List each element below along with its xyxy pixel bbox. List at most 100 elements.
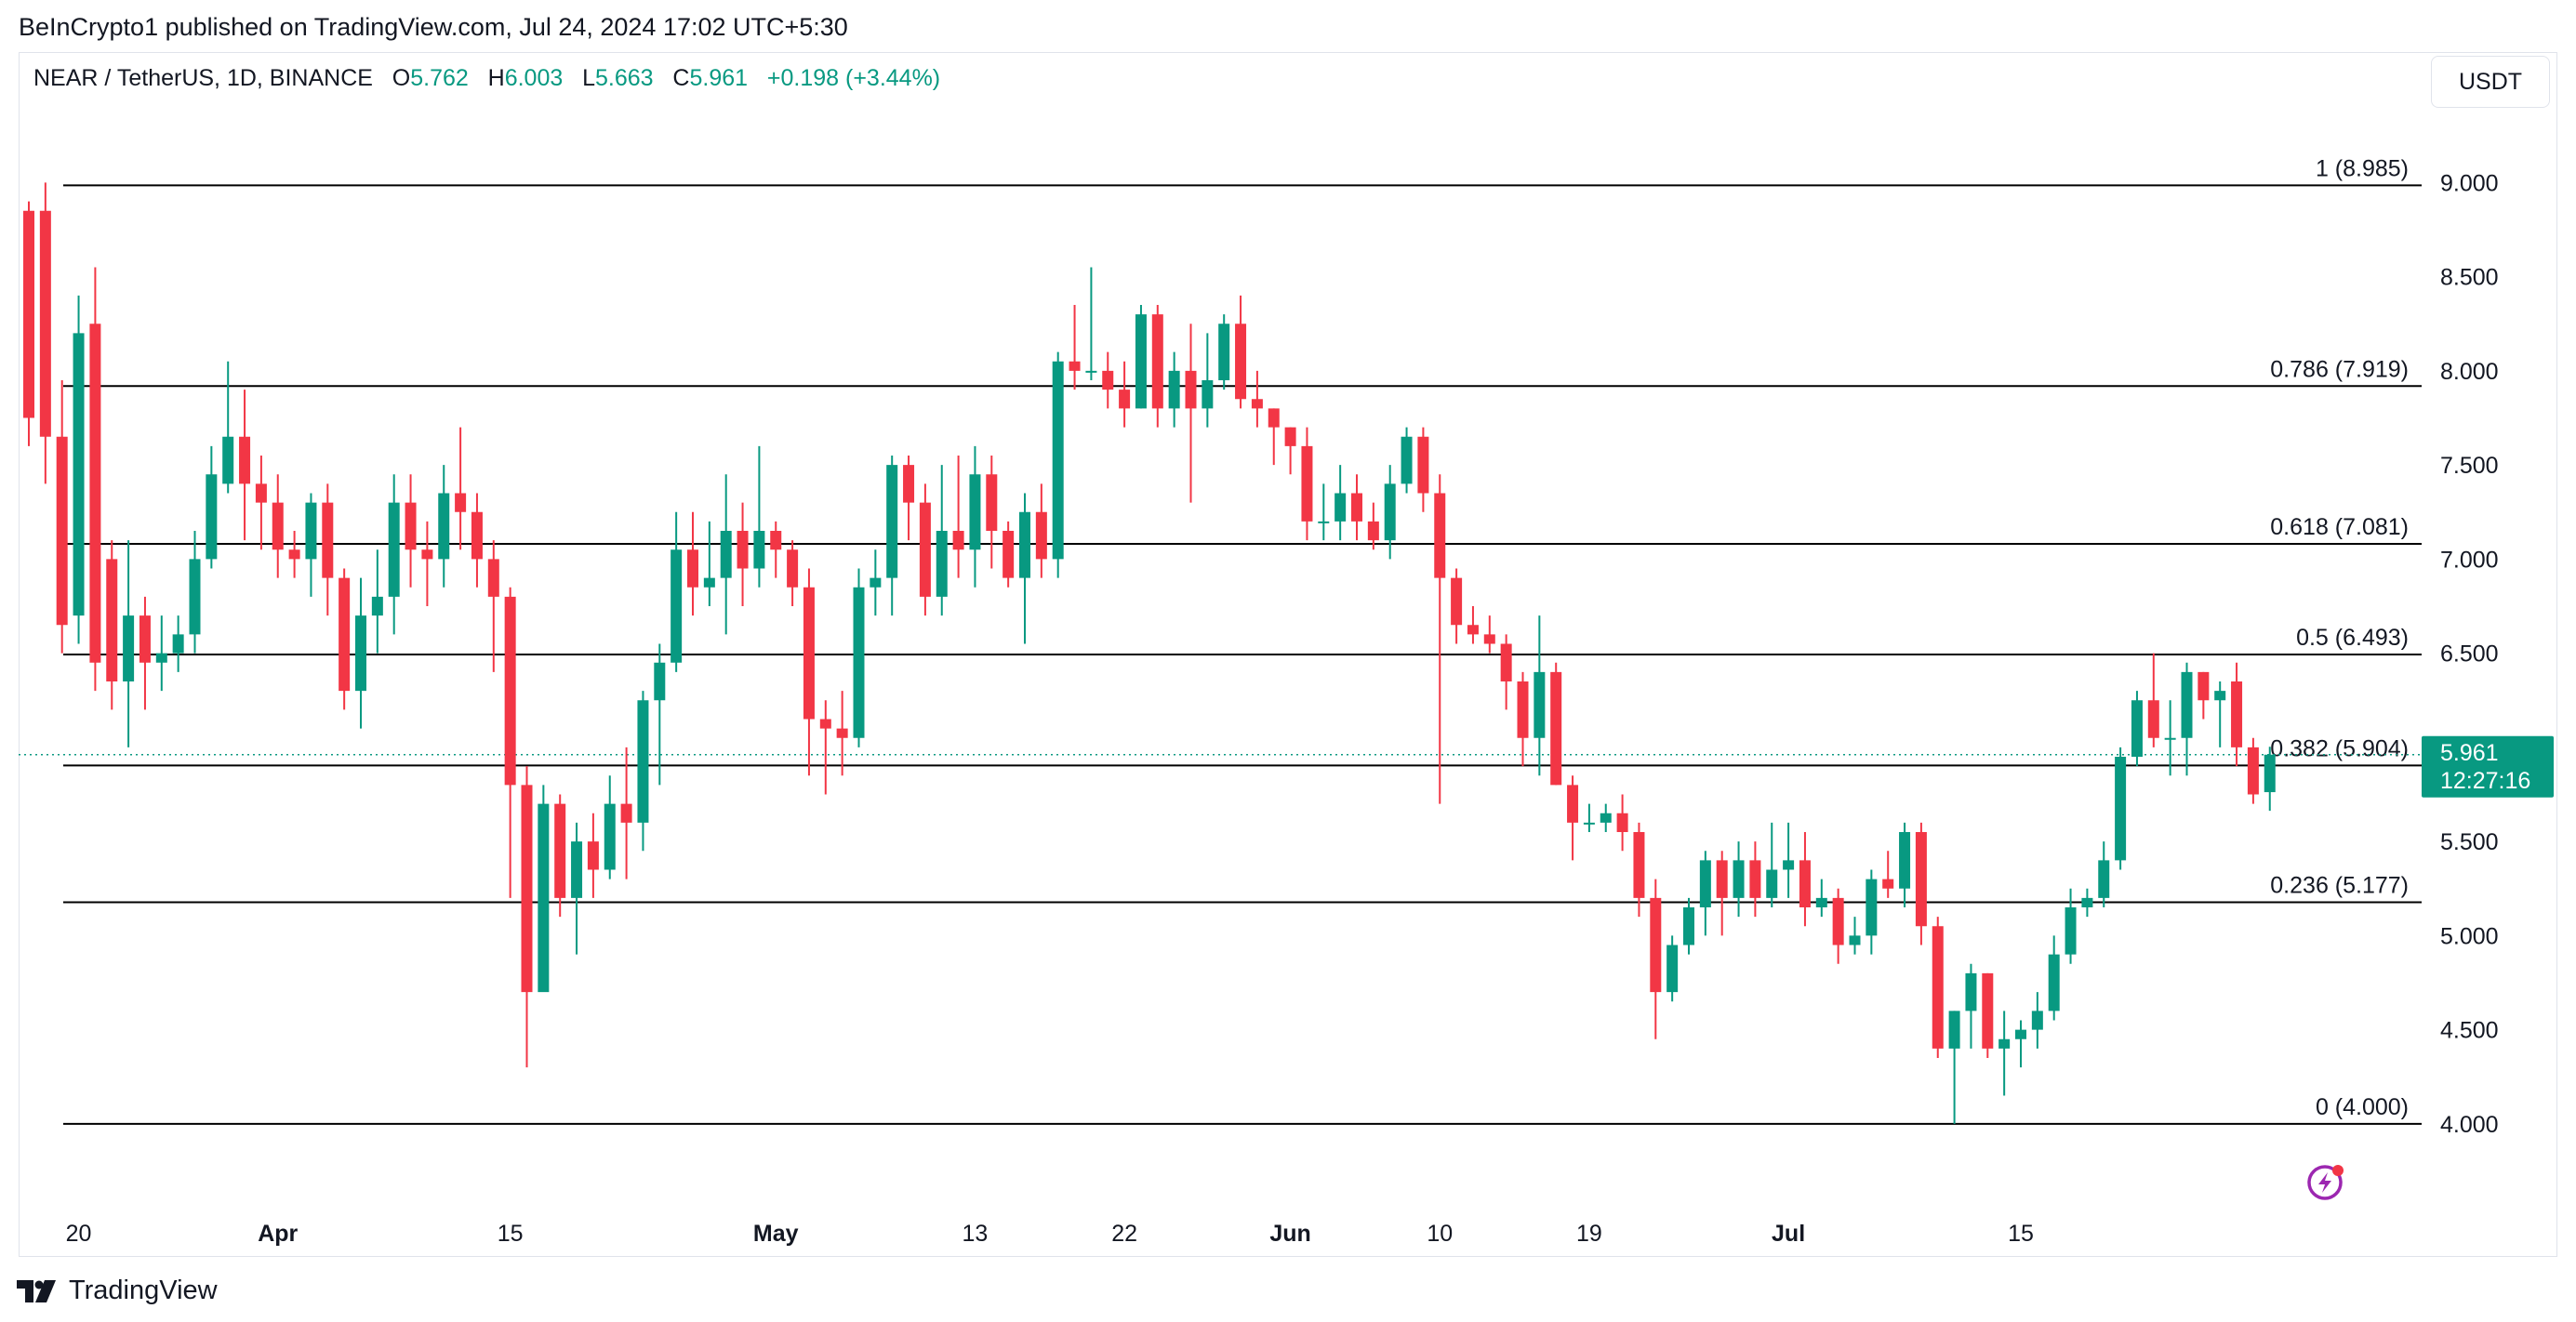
lightning-icon[interactable] [2307,1165,2344,1200]
chart-frame [19,52,2557,1257]
candle [787,540,799,606]
candle [89,267,101,692]
candle [1733,841,1745,918]
candle-body [23,210,34,418]
y-tick-label: 8.000 [2440,359,2499,385]
legend-close-value: 5.961 [689,65,749,91]
y-tick-label: 7.500 [2440,453,2499,479]
candle [189,531,201,654]
candle [1384,465,1396,560]
publisher-caption: BeInCrypto1 published on TradingView.com… [19,13,848,41]
tradingview-logo[interactable]: TradingView [17,1276,218,1306]
candle-body [1069,361,1081,371]
candle [1583,803,1595,832]
candle [903,456,915,541]
candle-body [654,662,666,701]
candle-body [1567,785,1579,823]
fib-label-0.618: 0.618 (7.081) [2270,514,2409,540]
candle [2065,888,2077,964]
fib-label-0.382: 0.382 (5.904) [2270,735,2409,761]
candle-body [2098,860,2110,898]
candle [1185,324,1197,503]
candle-body [1019,511,1030,578]
x-tick-label: Jul [1772,1221,1805,1247]
candle-body [1633,832,1645,898]
candle-body [1650,897,1662,993]
price-axis[interactable]: 4.0004.5005.0005.5006.0006.5007.0007.500… [2440,170,2499,1138]
legend-open-value: 5.762 [410,65,469,91]
x-tick-label: 20 [66,1221,92,1247]
candle-body [620,803,632,823]
legend-low-label: L [582,65,596,91]
candle-body [1766,869,1778,898]
legend-symbol[interactable]: NEAR / TetherUS, 1D, BINANCE [33,65,373,91]
candle-body [1151,314,1163,409]
candle-body [770,531,782,550]
candle-body [819,719,831,729]
candle [919,483,931,616]
candle [1882,851,1894,898]
candle [1500,634,1512,710]
candle-body [1483,634,1495,644]
candle-body [703,577,715,588]
candle-body [2264,754,2276,793]
x-tick-label: Apr [258,1221,298,1247]
candle-body [2181,671,2193,738]
candle-body [720,531,732,578]
candle [2181,662,2193,776]
currency-button[interactable]: USDT [2431,56,2550,108]
candle-body [355,615,366,692]
y-tick-label: 6.500 [2440,641,2499,668]
candle [39,182,51,484]
candle [255,456,267,550]
candle [1052,351,1064,578]
candle [1119,361,1131,428]
x-tick-label: 22 [1111,1221,1137,1247]
y-tick-label: 4.500 [2440,1018,2499,1044]
candle-body [969,474,981,550]
candle [2131,691,2143,767]
candle [487,540,499,672]
legend-open-label: O [392,65,411,91]
candle [637,691,649,852]
candle-body [1318,521,1330,523]
candle-body [1003,531,1015,578]
candle-body [1783,860,1795,870]
candle [1202,333,1214,428]
candle [172,615,184,672]
candle-body [1932,926,1944,1049]
candle-body [139,615,151,663]
candle [56,380,68,654]
candle [1218,314,1230,390]
time-axis[interactable]: 20 Apr 15 May 13 22 Jun 10 19 Jul 15 [66,1221,2034,1247]
candle-body [288,549,300,560]
candle-body [1749,860,1761,898]
candle [620,747,632,879]
candle-body [487,559,499,597]
candle [504,587,516,898]
candle [671,511,683,672]
candle-body [1052,361,1064,560]
candle [2198,671,2210,720]
candle [421,521,433,606]
candle [1899,822,1911,907]
candle-body [89,324,101,663]
candle-body [1119,390,1131,409]
candle [355,577,366,729]
candle [886,456,898,616]
candle [1401,427,1413,494]
candle [1318,483,1330,541]
candle-body [870,577,882,588]
y-tick-label: 4.000 [2440,1112,2499,1138]
candle-body [2115,757,2127,861]
candle-body [903,465,915,503]
legend-high-value: 6.003 [504,65,564,91]
candle [538,785,550,993]
candle-body [123,615,135,681]
candle-body [1915,832,1927,927]
candle [1367,502,1379,550]
candle [853,568,865,747]
candle [654,643,666,786]
candle [836,691,848,776]
